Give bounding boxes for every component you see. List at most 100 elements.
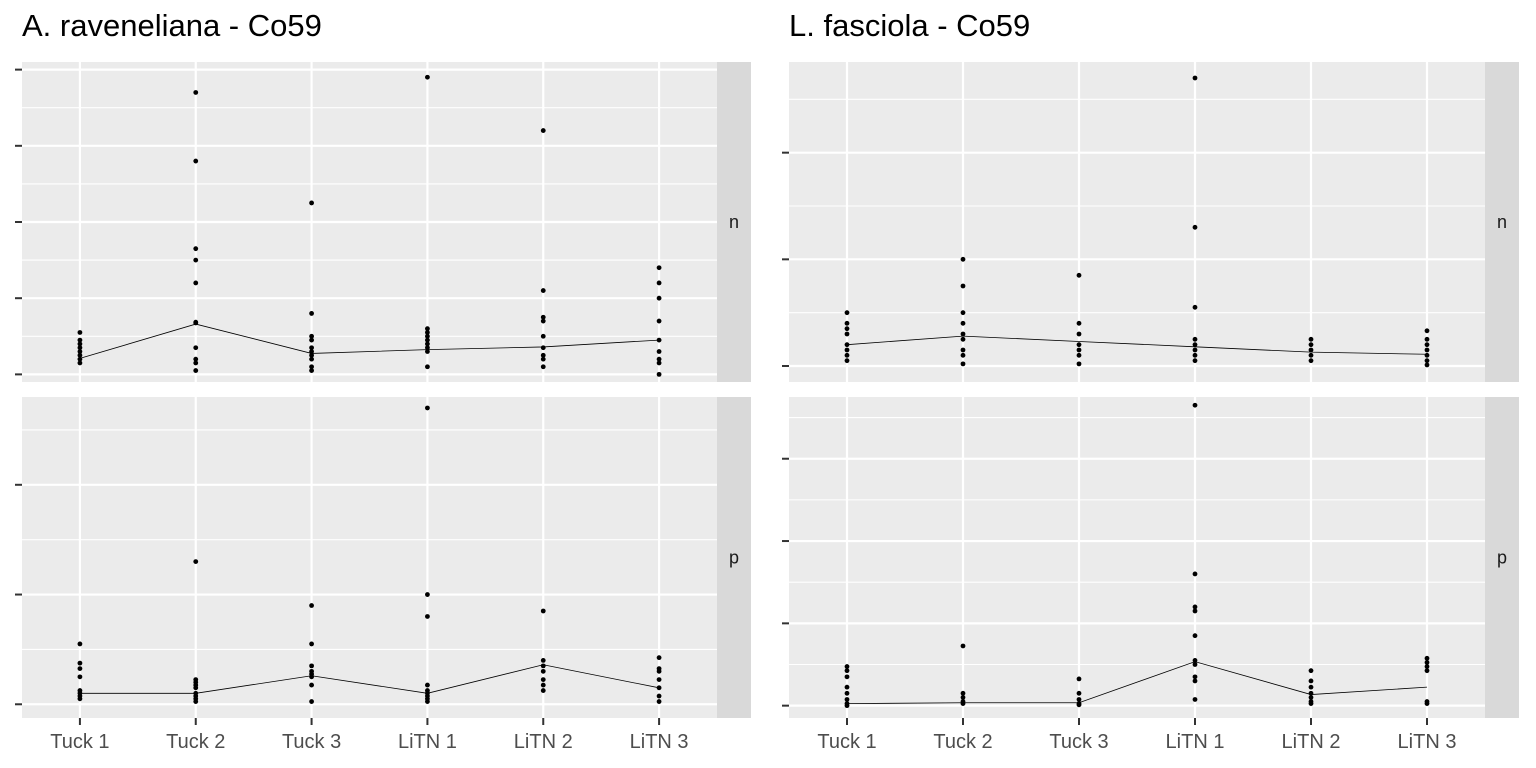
data-point <box>77 337 83 343</box>
data-point <box>309 368 314 373</box>
data-point <box>77 349 83 354</box>
data-point <box>656 337 662 343</box>
x-tick-label: LiTN 3 <box>1398 731 1457 753</box>
chart-title-left: A. raveneliana - Co59 <box>22 8 322 43</box>
data-point <box>1308 690 1314 696</box>
data-point <box>540 663 546 669</box>
data-point <box>1192 304 1198 310</box>
data-point <box>193 368 199 373</box>
data-point <box>656 349 662 354</box>
data-point <box>425 326 430 332</box>
data-point <box>540 668 546 674</box>
x-tick-label: LiTN 3 <box>630 731 689 753</box>
data-point <box>425 405 430 411</box>
data-point <box>1308 358 1314 364</box>
data-point <box>193 356 199 362</box>
data-point <box>77 360 83 366</box>
data-point <box>960 320 966 326</box>
panel-background <box>789 62 1485 382</box>
data-point <box>540 688 546 693</box>
data-point <box>844 320 850 326</box>
facet-strip <box>1485 62 1519 382</box>
data-point <box>309 364 314 370</box>
x-tick-label: Tuck 2 <box>933 731 992 753</box>
data-point <box>1076 676 1082 682</box>
data-point <box>1192 342 1198 348</box>
data-point <box>425 682 430 688</box>
data-point <box>193 246 199 252</box>
data-point <box>844 331 850 337</box>
data-point <box>193 158 199 164</box>
data-point <box>960 690 966 696</box>
data-point <box>193 257 199 263</box>
panel-background <box>789 397 1485 718</box>
data-point <box>1192 678 1198 684</box>
data-point <box>425 592 430 597</box>
data-point <box>540 657 546 663</box>
data-point <box>960 256 966 262</box>
data-point <box>844 664 850 669</box>
data-point <box>1192 674 1198 680</box>
data-point <box>656 685 662 691</box>
data-point <box>425 74 430 80</box>
data-point <box>656 295 662 301</box>
data-point <box>656 356 662 362</box>
data-point <box>1192 662 1198 667</box>
data-point <box>1076 361 1082 367</box>
data-point <box>77 641 83 647</box>
data-point <box>193 559 199 565</box>
data-point <box>193 690 199 696</box>
data-point <box>844 684 850 690</box>
data-point <box>1424 328 1430 334</box>
x-tick-label: Tuck 3 <box>282 731 341 753</box>
data-point <box>77 660 83 666</box>
data-point <box>844 342 850 348</box>
data-point <box>1076 272 1082 278</box>
data-point <box>540 608 546 614</box>
data-point <box>540 288 546 293</box>
data-point <box>425 345 430 351</box>
x-tick-label: Tuck 1 <box>50 731 109 753</box>
data-point <box>540 314 546 320</box>
data-point <box>960 352 966 358</box>
data-point <box>656 265 662 271</box>
data-point <box>193 280 199 286</box>
facet-n-chart1: n <box>15 62 751 382</box>
data-point <box>1192 75 1198 81</box>
data-point <box>425 330 430 335</box>
data-point <box>193 345 199 351</box>
facet-strip-label: p <box>1497 548 1507 568</box>
x-tick-label: Tuck 2 <box>166 731 225 753</box>
data-point <box>309 200 314 206</box>
data-point <box>193 677 199 682</box>
data-point <box>1424 362 1430 368</box>
mean-line <box>846 661 1428 704</box>
data-point <box>1424 699 1430 704</box>
data-point <box>1192 336 1198 342</box>
data-point <box>656 360 662 366</box>
data-point <box>960 336 966 342</box>
data-point <box>309 668 314 674</box>
data-point <box>425 614 430 619</box>
data-point <box>1076 320 1082 326</box>
data-point <box>77 330 83 335</box>
data-point <box>540 364 546 370</box>
data-point <box>1192 358 1198 364</box>
data-point <box>540 682 546 688</box>
data-point <box>1308 684 1314 690</box>
facet-strip <box>717 397 751 718</box>
data-point <box>77 356 83 362</box>
facet-n-chart2: n <box>782 62 1519 382</box>
data-point <box>309 337 314 343</box>
data-point <box>77 674 83 680</box>
data-point <box>1308 678 1314 684</box>
data-point <box>540 333 546 339</box>
data-point <box>309 345 314 351</box>
facet-strip-label: n <box>1497 212 1507 232</box>
data-point <box>656 655 662 661</box>
data-point <box>656 666 662 672</box>
facet-strip <box>717 62 751 382</box>
data-point <box>1192 352 1198 358</box>
data-point <box>540 352 546 358</box>
